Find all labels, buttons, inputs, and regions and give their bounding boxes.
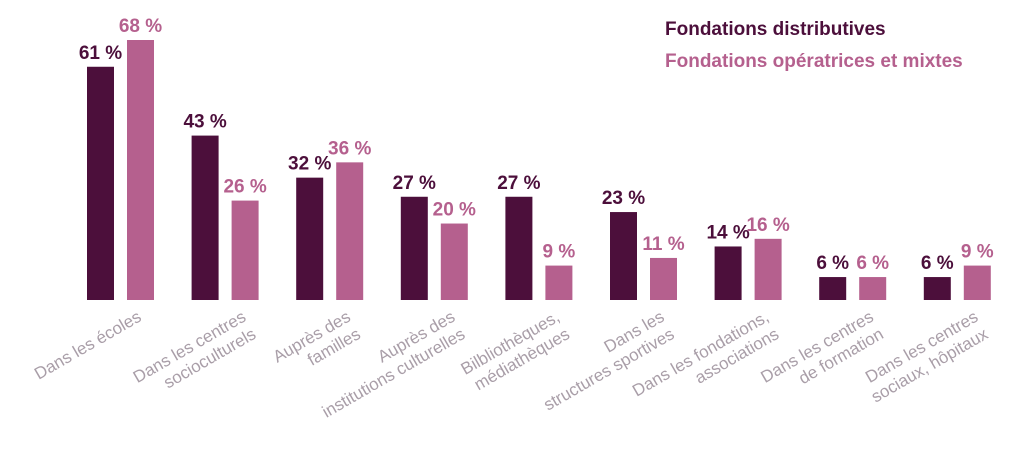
bar (440, 223, 468, 300)
value-label: 27 % (497, 173, 540, 194)
x-tick-label: Auprès desfamilles (270, 307, 364, 384)
x-tick-label: Dans les centressocioculturels (130, 307, 259, 404)
value-label: 68 % (119, 16, 162, 37)
bar (87, 66, 114, 300)
bar (127, 40, 154, 300)
value-label: 16 % (746, 215, 789, 236)
value-label: 11 % (642, 234, 684, 255)
value-label: 36 % (328, 138, 371, 159)
value-label: 20 % (433, 200, 476, 221)
legend-entry: Fondations distributives (665, 19, 886, 40)
x-tick-label: Dans les écoles (31, 307, 144, 383)
bar (610, 212, 637, 300)
value-label: 9 % (961, 242, 994, 263)
bar (923, 277, 951, 300)
value-label: 26 % (223, 177, 266, 198)
x-tick-label-line: Dans les écoles (31, 307, 144, 383)
value-label: 6 % (921, 253, 954, 274)
bar (650, 257, 677, 300)
bar (336, 162, 364, 300)
bar (191, 135, 219, 300)
bar (400, 196, 428, 300)
bar (545, 265, 573, 300)
value-label: 23 % (602, 188, 645, 209)
value-label: 6 % (816, 253, 849, 274)
bar (505, 196, 533, 300)
value-label: 14 % (706, 222, 749, 243)
value-label: 61 % (79, 43, 122, 64)
bar (296, 177, 324, 300)
bar (859, 277, 887, 300)
value-label: 32 % (288, 154, 331, 175)
value-label: 43 % (183, 112, 226, 133)
x-tick-label: Dans les centressociaux, hôpitaux (858, 307, 992, 407)
bar (963, 265, 991, 300)
value-label: 9 % (543, 242, 576, 263)
bar (819, 277, 847, 300)
x-tick-label: Bilbliothèques,médiathèques (458, 307, 573, 396)
value-label: 27 % (393, 173, 436, 194)
value-label: 6 % (856, 253, 889, 274)
bar (231, 200, 259, 300)
bar (754, 238, 782, 300)
bar (714, 246, 742, 300)
legend-entry: Fondations opératrices et mixtes (665, 51, 963, 72)
